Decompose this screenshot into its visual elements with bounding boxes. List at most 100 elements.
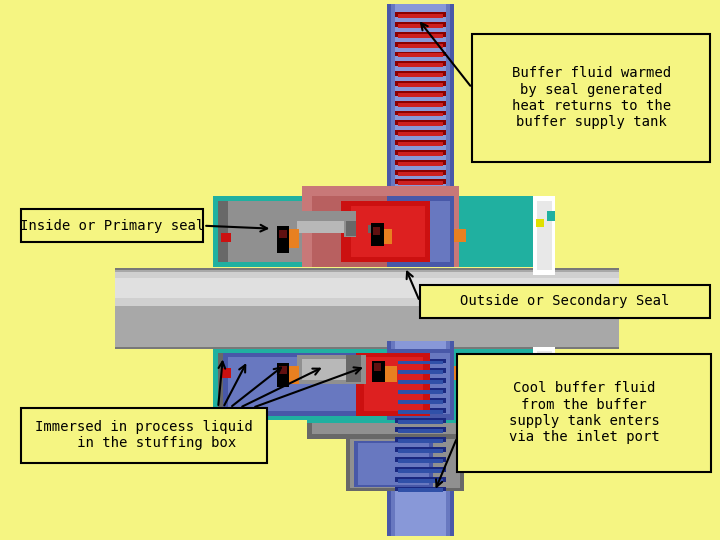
Bar (395, 4, 446, 201)
Bar (285, 228, 299, 248)
Bar (398, 14, 444, 18)
Bar (228, 356, 371, 411)
Bar (387, 4, 454, 201)
Bar (395, 368, 446, 373)
Bar (398, 420, 444, 423)
Bar (387, 349, 454, 420)
Bar (380, 228, 392, 245)
Bar (398, 24, 444, 28)
Bar (398, 449, 444, 453)
Bar (297, 355, 366, 384)
Text: Outside or Secondary Seal: Outside or Secondary Seal (460, 294, 670, 308)
Bar (398, 123, 444, 126)
Bar (395, 341, 446, 538)
Bar (533, 196, 554, 275)
Bar (398, 469, 444, 472)
Bar (114, 272, 618, 306)
Text: Buffer fluid warmed
by seal generated
heat returns to the
buffer supply tank: Buffer fluid warmed by seal generated he… (511, 66, 670, 129)
Bar (395, 51, 446, 57)
Bar (387, 196, 454, 267)
Bar (346, 221, 356, 235)
Bar (398, 53, 444, 57)
Bar (312, 196, 449, 267)
Bar (221, 368, 231, 378)
Bar (391, 4, 450, 201)
Bar (307, 420, 543, 439)
Bar (221, 233, 231, 242)
Bar (457, 354, 711, 472)
Bar (344, 219, 356, 237)
Bar (398, 429, 444, 434)
Bar (395, 477, 446, 482)
Bar (302, 359, 361, 380)
Bar (395, 71, 446, 76)
Bar (398, 112, 444, 117)
Bar (395, 160, 446, 165)
Bar (223, 353, 420, 416)
Bar (398, 103, 444, 106)
Bar (398, 400, 444, 404)
Bar (277, 363, 289, 387)
Bar (395, 378, 446, 383)
Bar (398, 73, 444, 77)
Bar (533, 347, 554, 422)
Bar (536, 219, 544, 227)
Bar (395, 467, 446, 472)
Bar (398, 439, 444, 443)
Bar (395, 437, 446, 442)
Bar (395, 179, 446, 184)
Bar (398, 63, 444, 68)
Bar (297, 221, 346, 233)
Bar (395, 150, 446, 155)
Bar (223, 201, 420, 262)
Bar (395, 447, 446, 452)
Bar (391, 341, 450, 538)
Bar (341, 201, 430, 262)
Bar (218, 201, 228, 262)
Bar (391, 353, 450, 414)
Bar (371, 223, 384, 246)
Bar (391, 201, 450, 262)
Bar (346, 437, 464, 491)
Bar (368, 225, 384, 233)
Bar (213, 196, 548, 267)
Bar (114, 268, 618, 349)
Bar (398, 181, 444, 185)
Bar (22, 209, 203, 242)
Bar (395, 398, 446, 403)
Bar (537, 201, 552, 270)
Bar (385, 367, 397, 382)
Bar (218, 353, 228, 416)
Bar (398, 152, 444, 156)
Bar (395, 359, 446, 363)
Bar (372, 227, 380, 234)
Bar (472, 34, 710, 162)
Bar (398, 489, 444, 492)
Bar (223, 353, 376, 416)
Bar (364, 356, 423, 411)
Bar (285, 367, 299, 384)
Bar (395, 457, 446, 462)
Bar (213, 349, 548, 420)
Bar (398, 370, 444, 374)
Bar (395, 111, 446, 116)
Bar (537, 350, 552, 417)
Bar (307, 413, 543, 422)
Bar (114, 270, 618, 347)
Bar (398, 132, 444, 136)
Bar (536, 373, 544, 380)
Bar (395, 417, 446, 422)
Bar (395, 22, 446, 27)
Bar (398, 410, 444, 414)
Text: Inside or Primary seal: Inside or Primary seal (20, 219, 204, 233)
Bar (395, 140, 446, 145)
Bar (398, 162, 444, 166)
Bar (297, 211, 356, 231)
Bar (398, 361, 444, 365)
Bar (398, 380, 444, 384)
Bar (395, 170, 446, 174)
Text: Immersed in process liquid
   in the stuffing box: Immersed in process liquid in the stuffi… (35, 420, 253, 450)
Bar (454, 367, 466, 380)
Bar (395, 81, 446, 86)
Bar (395, 408, 446, 413)
